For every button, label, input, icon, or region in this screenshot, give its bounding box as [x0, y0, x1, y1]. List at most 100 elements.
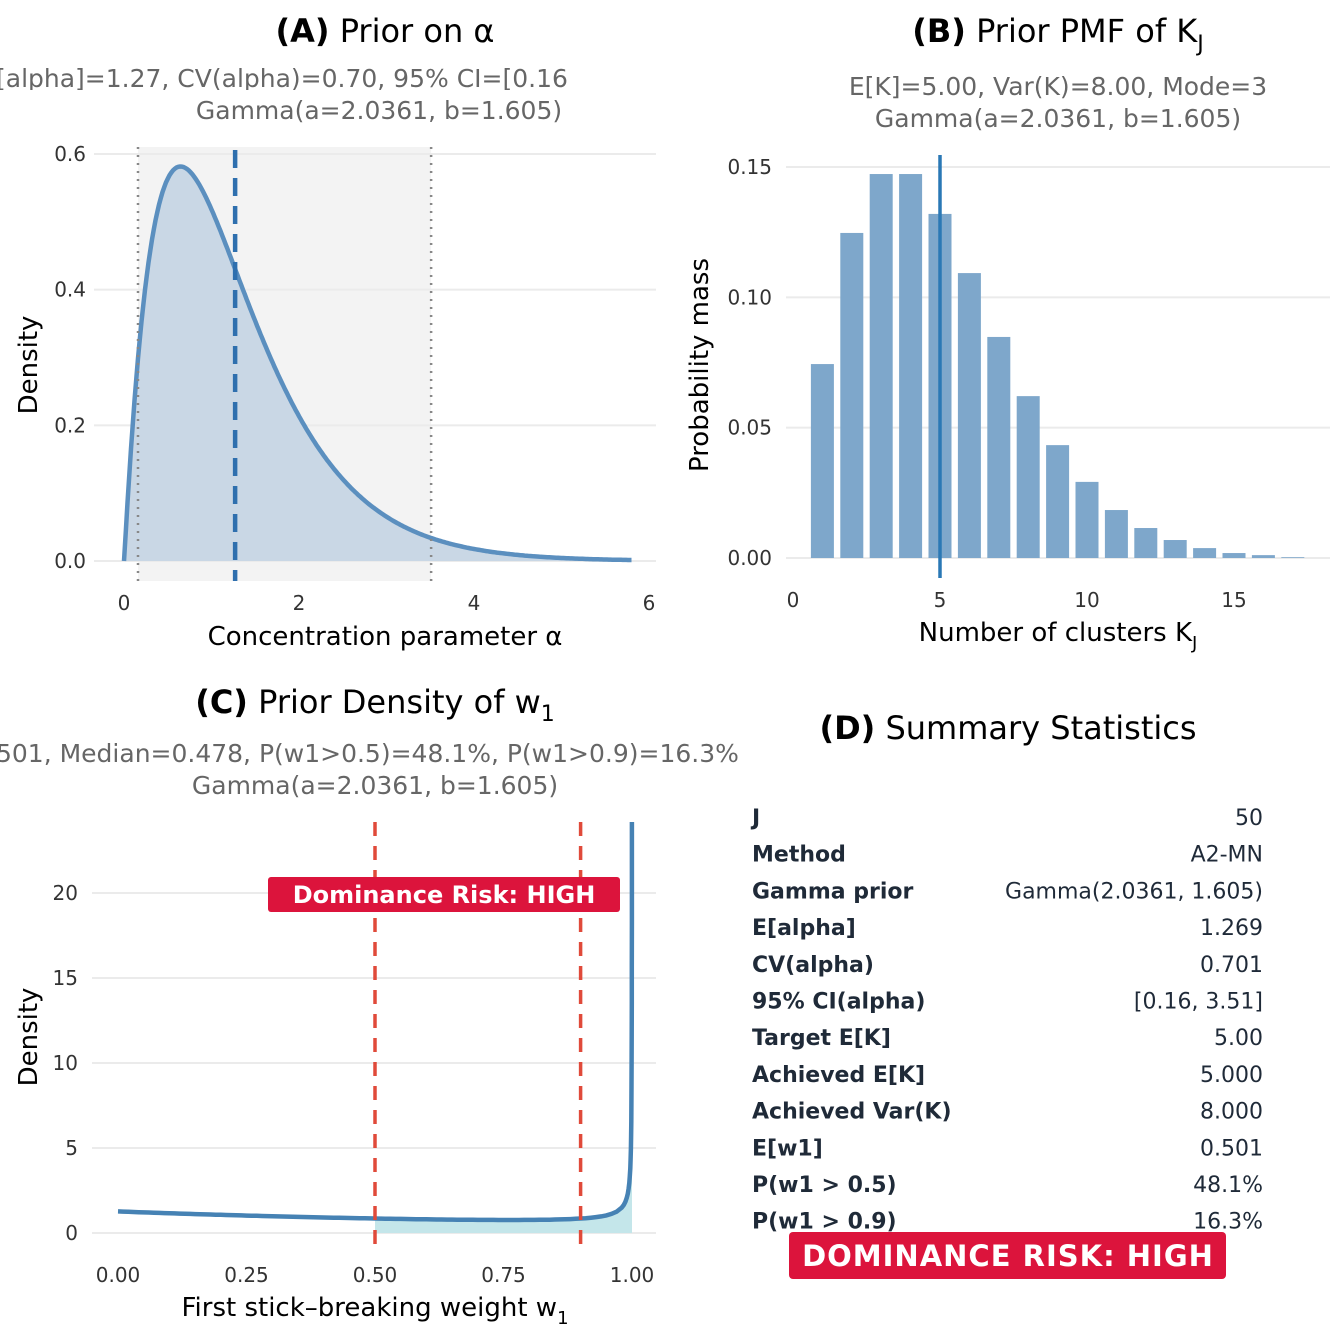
- bar-k-17: [1281, 557, 1305, 558]
- dominance-badge-small-text: Dominance Risk: HIGH: [293, 881, 596, 909]
- density-curve: [117, 822, 635, 1223]
- x-tick-label: 0.25: [224, 1263, 269, 1287]
- summary-value: 0.701: [1200, 953, 1263, 978]
- bar-k-4: [899, 174, 923, 559]
- bar-k-9: [1046, 445, 1070, 558]
- summary-row: CV(alpha) 0.701: [752, 953, 1263, 978]
- panel-a-subtitle-1: [alpha]=1.27, CV(alpha)=0.70, 95% CI=[0.…: [0, 64, 568, 93]
- y-tick-label: 0: [65, 1221, 78, 1245]
- y-tick-label: 0.10: [727, 285, 772, 309]
- dominance-badge-small: Dominance Risk: HIGH: [268, 877, 620, 912]
- x-tick-label: 5: [934, 588, 947, 612]
- x-tick-label: 4: [468, 591, 481, 615]
- summary-value: [0.16, 3.51]: [1134, 990, 1263, 1015]
- summary-value: A2-MN: [1191, 843, 1263, 868]
- summary-value: 5.000: [1200, 1063, 1263, 1088]
- summary-row: Target E[K] 5.00: [752, 1026, 1263, 1051]
- y-tick-label: 5: [65, 1136, 78, 1160]
- panel-c-title: (C) Prior Density of w1: [195, 683, 555, 727]
- summary-label: Achieved Var(K): [752, 1100, 952, 1125]
- summary-value: 8.000: [1200, 1100, 1263, 1125]
- x-tick-label: 0.50: [353, 1263, 398, 1287]
- x-tick-label: 1.00: [610, 1263, 655, 1287]
- panel-b-subtitle-1: E[K]=5.00, Var(K)=8.00, Mode=3: [849, 72, 1267, 101]
- y-tick-label: 0.00: [727, 546, 772, 570]
- panel-b-ylabel: Probability mass: [685, 258, 715, 472]
- x-tick-label: 6: [643, 591, 656, 615]
- panel-a-title: (A) Prior on α: [276, 12, 495, 50]
- dominance-badge-text: DOMINANCE RISK: HIGH: [802, 1239, 1214, 1273]
- summary-label: 95% CI(alpha): [752, 990, 925, 1015]
- bar-k-3: [869, 174, 893, 559]
- summary-label: E[w1]: [752, 1136, 823, 1161]
- summary-label: CV(alpha): [752, 953, 874, 978]
- summary-value: 16.3%: [1193, 1210, 1263, 1235]
- panel-b-title: (B) Prior PMF of KJ: [912, 12, 1203, 57]
- summary-row: Achieved Var(K) 8.000: [752, 1100, 1263, 1125]
- bar-k-12: [1134, 528, 1158, 558]
- panel-b: (B) Prior PMF of KJ E[K]=5.00, Var(K)=8.…: [685, 12, 1330, 654]
- y-tick-label: 20: [53, 881, 78, 905]
- x-tick-label: 0: [787, 588, 800, 612]
- summary-label: P(w1 > 0.5): [752, 1173, 897, 1198]
- panel-c-ylabel: Density: [14, 988, 44, 1087]
- x-tick-label: 15: [1221, 588, 1246, 612]
- x-tick-label: 0.00: [96, 1263, 141, 1287]
- summary-row: 95% CI(alpha) [0.16, 3.51]: [752, 990, 1263, 1015]
- summary-row: J 50: [750, 806, 1263, 831]
- y-tick-label: 0.6: [54, 142, 86, 166]
- bar-k-11: [1104, 510, 1128, 558]
- summary-row: Method A2-MN: [752, 843, 1263, 868]
- bar-k-16: [1251, 555, 1275, 558]
- density-curve: [121, 164, 632, 563]
- panel-c-xlabel: First stick–breaking weight w1: [181, 1293, 568, 1329]
- y-tick-label: 0.15: [727, 155, 772, 179]
- summary-value: Gamma(2.0361, 1.605): [1005, 879, 1263, 904]
- summary-row: E[alpha] 1.269: [752, 916, 1263, 941]
- panel-b-subtitle-2: Gamma(a=2.0361, b=1.605): [875, 104, 1241, 133]
- panel-a-subtitle-2: Gamma(a=2.0361, b=1.605): [196, 96, 562, 125]
- panel-a-ylabel: Density: [14, 316, 44, 415]
- summary-label: Achieved E[K]: [752, 1063, 925, 1088]
- bar-k-10: [1075, 481, 1099, 558]
- panel-c-subtitle-2: Gamma(a=2.0361, b=1.605): [192, 771, 558, 800]
- dominance-badge: DOMINANCE RISK: HIGH: [789, 1232, 1226, 1279]
- y-tick-label: 0.0: [54, 549, 86, 573]
- y-tick-label: 15: [53, 966, 78, 990]
- y-tick-label: 0.4: [54, 278, 86, 302]
- summary-label: Gamma prior: [752, 879, 914, 904]
- bar-k-6: [957, 273, 981, 558]
- summary-label: Target E[K]: [752, 1026, 891, 1051]
- panel-a-xlabel: Concentration parameter α: [208, 622, 563, 652]
- summary-row: Achieved E[K] 5.000: [752, 1063, 1263, 1088]
- summary-label: J: [750, 806, 760, 831]
- summary-value: 1.269: [1200, 916, 1263, 941]
- panel-c-subtitle-1: 501, Median=0.478, P(w1>0.5)=48.1%, P(w1…: [0, 739, 739, 768]
- panel-b-xlabel: Number of clusters KJ: [919, 618, 1198, 654]
- plot-area: [117, 822, 635, 1233]
- bar-k-7: [987, 336, 1011, 558]
- bar-k-14: [1193, 548, 1217, 558]
- x-tick-label: 0.75: [481, 1263, 526, 1287]
- summary-value: 5.00: [1214, 1026, 1263, 1051]
- summary-row: Gamma prior Gamma(2.0361, 1.605): [752, 879, 1263, 904]
- bar-k-8: [1016, 396, 1040, 558]
- bar-k-15: [1222, 553, 1246, 558]
- y-tick-label: 0.05: [727, 416, 772, 440]
- bar-k-13: [1163, 540, 1187, 558]
- y-tick-label: 0.2: [54, 413, 86, 437]
- summary-row: P(w1 > 0.9) 16.3%: [752, 1210, 1263, 1235]
- panel-d-title: (D) Summary Statistics: [819, 709, 1196, 747]
- x-tick-label: 10: [1074, 588, 1099, 612]
- bar-k-2: [840, 232, 864, 558]
- x-tick-label: 0: [118, 591, 131, 615]
- summary-label: E[alpha]: [752, 916, 856, 941]
- summary-value: 48.1%: [1193, 1173, 1263, 1198]
- panel-c: (C) Prior Density of w1 501, Median=0.47…: [0, 683, 739, 1329]
- bar-k-1: [810, 364, 834, 558]
- summary-value: 50: [1235, 806, 1263, 831]
- panel-d: (D) Summary Statistics J 50 Method A2-MN Gam…: [750, 709, 1263, 1279]
- summary-row: P(w1 > 0.5) 48.1%: [752, 1173, 1263, 1198]
- x-tick-label: 2: [293, 591, 306, 615]
